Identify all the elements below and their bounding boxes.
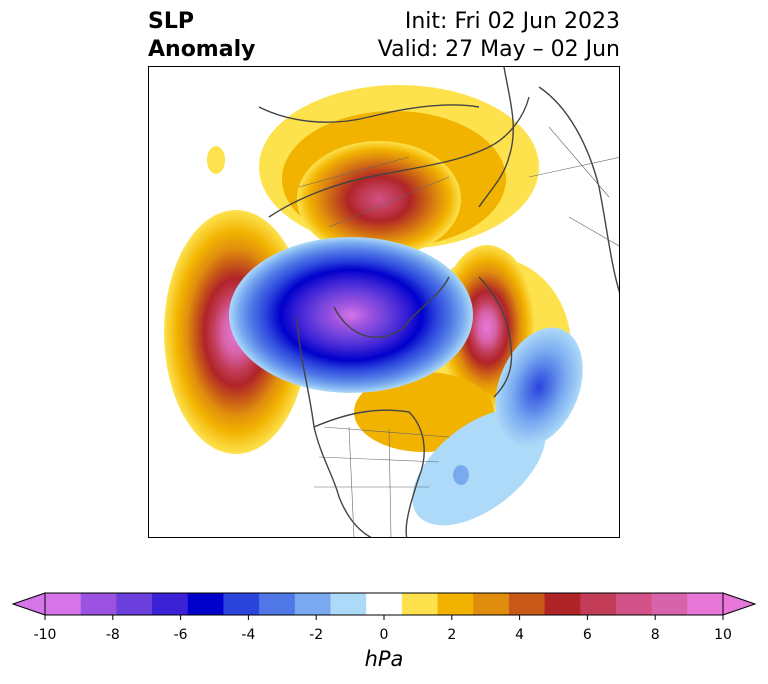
colorbar-tick-label: 8 xyxy=(650,627,660,643)
colorbar-segment xyxy=(580,593,617,615)
colorbar-tick-label: 4 xyxy=(515,627,525,643)
colorbar-tick-label: 2 xyxy=(447,627,457,643)
colorbar-segment xyxy=(223,593,260,615)
siberian-high-anomaly xyxy=(259,85,539,257)
colorbar-segment xyxy=(651,593,688,615)
coastlines xyxy=(258,67,619,537)
title-line-1: SLP xyxy=(148,9,194,34)
colorbar-segment xyxy=(45,593,82,615)
date-info: Init: Fri 02 Jun 2023 Valid: 27 May – 02… xyxy=(378,8,620,64)
colorbar-segment xyxy=(687,593,724,615)
colorbar-segment xyxy=(473,593,510,615)
colorbar-segment xyxy=(80,593,117,615)
colorbar-ticks xyxy=(44,615,724,620)
arctic-low-anomaly xyxy=(229,237,473,393)
title-line-2: Anomaly xyxy=(148,37,256,62)
colorbar-segment xyxy=(187,593,224,615)
colorbar-segment xyxy=(544,593,581,615)
colorbar-tick-label: 6 xyxy=(582,627,592,643)
colorbar-extend-low xyxy=(11,592,46,616)
colorbar-segment xyxy=(294,593,331,615)
anomaly-map xyxy=(164,67,619,537)
colorbar-tick-label: -10 xyxy=(33,627,57,643)
colorbar-segment xyxy=(152,593,189,615)
valid-range: Valid: 27 May – 02 Jun xyxy=(377,37,620,62)
boundaries xyxy=(298,126,619,537)
colorbar-tick-label: 10 xyxy=(714,627,732,643)
colorbar-segment xyxy=(259,593,296,615)
colorbar-segment xyxy=(615,593,653,615)
colorbar-unit-label: hPa xyxy=(364,647,404,671)
atlantic-low-anomaly xyxy=(412,327,583,526)
colorbar-segment xyxy=(330,593,367,615)
colorbar-segment xyxy=(437,593,474,615)
colorbar-tick-label: -8 xyxy=(105,627,120,643)
map-title: SLP Anomaly xyxy=(148,8,255,64)
colorbar-tick-label: -2 xyxy=(309,627,324,643)
colorbar-segment xyxy=(401,593,439,615)
colorbar-segment xyxy=(366,593,403,615)
colorbar xyxy=(11,592,757,620)
colorbar-tick-label: -4 xyxy=(241,627,256,643)
colorbar-segments xyxy=(45,593,724,615)
colorbar-segment xyxy=(116,593,153,615)
colorbar-extend-high xyxy=(722,592,757,616)
init-date: Init: Fri 02 Jun 2023 xyxy=(404,9,620,34)
colorbar-segment xyxy=(508,593,546,615)
map-panel xyxy=(148,66,620,538)
small-positive-patch xyxy=(207,146,225,174)
colorbar-tick-label: -6 xyxy=(173,627,188,643)
colorbar-tick-label: 0 xyxy=(379,627,389,643)
